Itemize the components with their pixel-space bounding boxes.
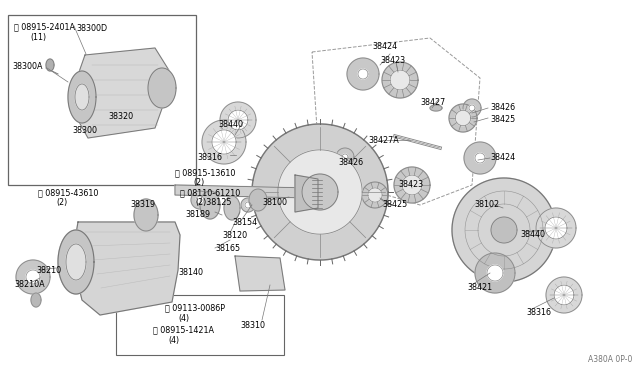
Text: 38426: 38426 (338, 158, 363, 167)
Text: 38427: 38427 (420, 98, 445, 107)
Bar (8, 15, 196, 185)
Polygon shape (455, 110, 470, 126)
Polygon shape (202, 120, 246, 164)
Text: 38424: 38424 (490, 153, 515, 162)
Polygon shape (469, 105, 475, 111)
Polygon shape (452, 178, 556, 282)
Text: Ⓦ 08915-1421A: Ⓦ 08915-1421A (153, 325, 214, 334)
Text: 38310: 38310 (240, 321, 265, 330)
Polygon shape (66, 244, 86, 280)
Text: 38423: 38423 (398, 180, 423, 189)
Polygon shape (191, 191, 209, 209)
Text: Ⓦ 08915-13610: Ⓦ 08915-13610 (175, 168, 236, 177)
Polygon shape (58, 230, 94, 294)
Polygon shape (554, 285, 574, 305)
Polygon shape (336, 148, 354, 166)
Text: (2): (2) (56, 198, 67, 207)
Text: 38189: 38189 (185, 210, 210, 219)
Text: A380A 0P-0: A380A 0P-0 (588, 355, 632, 364)
Text: 38316: 38316 (197, 153, 222, 162)
Polygon shape (252, 124, 388, 260)
Polygon shape (175, 185, 310, 198)
Polygon shape (228, 110, 248, 130)
Polygon shape (475, 153, 485, 163)
Text: 38100: 38100 (262, 198, 287, 207)
Text: 38210A: 38210A (14, 280, 45, 289)
Text: 38320: 38320 (108, 112, 133, 121)
Text: 38102: 38102 (474, 200, 499, 209)
Polygon shape (46, 59, 54, 71)
Polygon shape (278, 150, 362, 234)
Polygon shape (68, 71, 96, 123)
Polygon shape (545, 217, 567, 239)
Polygon shape (487, 265, 503, 281)
Text: 38426: 38426 (490, 103, 515, 112)
Text: 38423: 38423 (380, 56, 405, 65)
Polygon shape (536, 208, 576, 248)
Polygon shape (235, 256, 285, 291)
Polygon shape (449, 104, 477, 132)
Polygon shape (491, 217, 517, 243)
Text: (4): (4) (178, 314, 189, 323)
Polygon shape (475, 253, 515, 293)
Polygon shape (134, 199, 158, 231)
Polygon shape (342, 154, 348, 160)
Polygon shape (245, 202, 251, 208)
Text: 38427A: 38427A (368, 136, 399, 145)
Polygon shape (75, 84, 89, 110)
Text: 38425: 38425 (490, 115, 515, 124)
Polygon shape (212, 130, 236, 154)
Text: Ⓦ 08915-2401A: Ⓦ 08915-2401A (14, 22, 75, 31)
Text: 38165: 38165 (215, 244, 240, 253)
Polygon shape (224, 196, 240, 220)
Polygon shape (295, 175, 318, 212)
Polygon shape (16, 260, 50, 294)
Text: 38440: 38440 (520, 230, 545, 239)
Polygon shape (402, 175, 422, 195)
Text: Ⓑ 08110-61210: Ⓑ 08110-61210 (180, 188, 240, 197)
Text: 38154: 38154 (232, 218, 257, 227)
Polygon shape (368, 188, 382, 202)
Text: 38316: 38316 (526, 308, 551, 317)
Polygon shape (430, 105, 442, 111)
Polygon shape (358, 69, 368, 79)
Polygon shape (546, 277, 582, 313)
Polygon shape (78, 48, 170, 138)
Polygon shape (347, 58, 379, 90)
Polygon shape (26, 270, 40, 284)
Text: 38120: 38120 (222, 231, 247, 240)
Text: (2): (2) (193, 178, 204, 187)
Bar (116, 295, 284, 355)
Polygon shape (390, 70, 410, 90)
Text: (4): (4) (168, 336, 179, 345)
Text: 38440: 38440 (218, 120, 243, 129)
Text: 38300D: 38300D (76, 24, 107, 33)
Polygon shape (302, 174, 338, 210)
Text: (11): (11) (30, 33, 46, 42)
Polygon shape (148, 68, 176, 108)
Polygon shape (31, 293, 41, 307)
Polygon shape (220, 102, 256, 138)
Polygon shape (72, 222, 180, 315)
Polygon shape (464, 142, 496, 174)
Text: 38424: 38424 (372, 42, 397, 51)
Polygon shape (249, 189, 267, 211)
Polygon shape (463, 99, 481, 117)
Text: 38300A: 38300A (12, 62, 42, 71)
Text: 38140: 38140 (178, 268, 203, 277)
Text: (2)38125: (2)38125 (195, 198, 232, 207)
Text: 38210: 38210 (36, 266, 61, 275)
Polygon shape (196, 196, 204, 204)
Text: 38425: 38425 (382, 200, 407, 209)
Polygon shape (394, 167, 430, 203)
Text: Ⓑ 09113-0086P: Ⓑ 09113-0086P (165, 303, 225, 312)
Text: 38319: 38319 (130, 200, 155, 209)
Polygon shape (200, 191, 220, 219)
Text: 38421: 38421 (467, 283, 492, 292)
Polygon shape (241, 198, 255, 212)
Polygon shape (382, 62, 418, 98)
Text: 38300: 38300 (72, 126, 97, 135)
Polygon shape (362, 182, 388, 208)
Text: Ⓦ 08915-43610: Ⓦ 08915-43610 (38, 188, 99, 197)
